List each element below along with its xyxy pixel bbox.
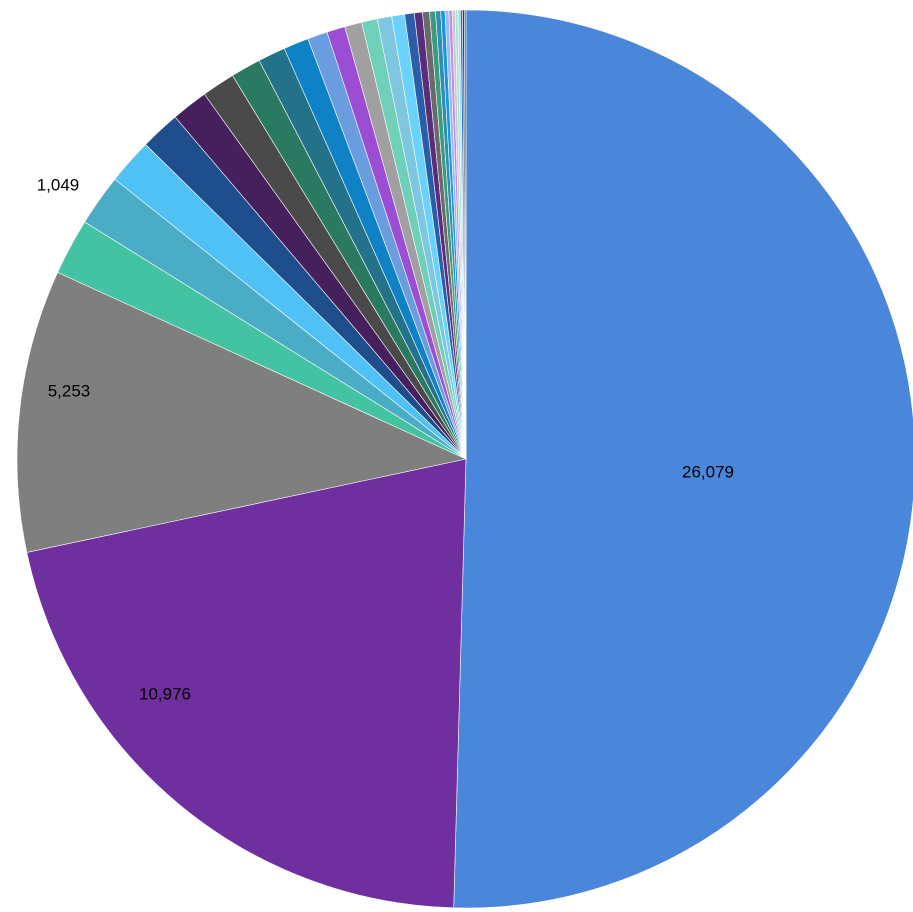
data-label-1: 26,079 (682, 462, 734, 481)
pie-slice-1 (453, 9, 913, 909)
pie-slice-32 (464, 9, 467, 460)
pie-slice-3 (16, 271, 467, 553)
pie-slice-2 (26, 458, 467, 909)
data-label-3: 5,253 (48, 381, 91, 400)
slices-layer (16, 9, 913, 909)
data-label-2: 10,976 (139, 684, 191, 703)
labels-layer: 26,079 10,976 5,253 1,049 (37, 175, 734, 703)
data-label-4: 1,049 (37, 175, 80, 194)
